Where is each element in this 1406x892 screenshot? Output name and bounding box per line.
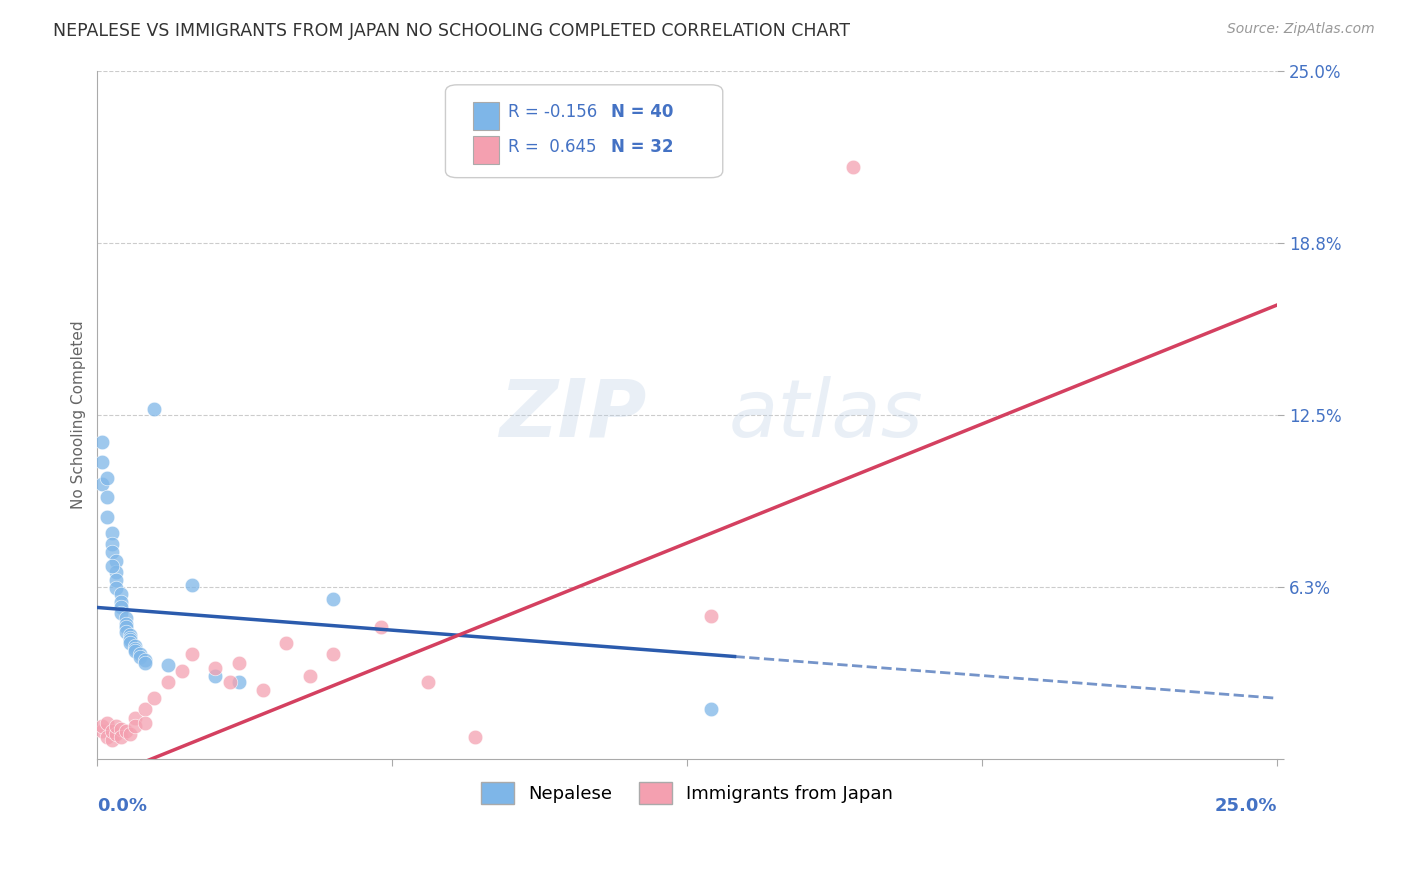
Point xyxy=(91,435,114,450)
Point xyxy=(110,587,132,601)
Y-axis label: No Schooling Completed: No Schooling Completed xyxy=(72,320,86,509)
Point xyxy=(114,620,136,634)
Point xyxy=(252,683,274,698)
Point xyxy=(100,537,122,551)
Point xyxy=(114,617,136,632)
Point xyxy=(124,710,146,724)
Point xyxy=(91,455,114,469)
Point xyxy=(110,606,132,620)
Text: N = 32: N = 32 xyxy=(610,137,673,156)
Text: R = -0.156: R = -0.156 xyxy=(508,103,598,121)
Text: NEPALESE VS IMMIGRANTS FROM JAPAN NO SCHOOLING COMPLETED CORRELATION CHART: NEPALESE VS IMMIGRANTS FROM JAPAN NO SCH… xyxy=(53,22,851,40)
Point xyxy=(110,730,132,744)
Point xyxy=(105,581,128,595)
Point xyxy=(128,650,150,665)
Point xyxy=(228,674,250,689)
Point xyxy=(298,669,321,683)
Point xyxy=(143,691,166,706)
Point xyxy=(110,722,132,736)
Point xyxy=(134,653,156,667)
Point xyxy=(841,161,863,175)
Point xyxy=(157,674,180,689)
Point xyxy=(180,578,202,592)
Point xyxy=(105,727,128,741)
Point xyxy=(700,702,723,716)
Point xyxy=(91,476,114,491)
Point xyxy=(100,559,122,574)
Point xyxy=(204,669,226,683)
Point xyxy=(96,730,118,744)
Point xyxy=(700,608,723,623)
Point xyxy=(120,727,142,741)
Point xyxy=(464,730,486,744)
Point xyxy=(322,592,344,607)
FancyBboxPatch shape xyxy=(446,85,723,178)
Point xyxy=(114,625,136,640)
Point xyxy=(114,724,136,739)
Text: R =  0.645: R = 0.645 xyxy=(508,137,596,156)
Point xyxy=(128,647,150,661)
Point xyxy=(416,674,439,689)
Point xyxy=(124,719,146,733)
Point xyxy=(124,641,146,656)
Point xyxy=(91,719,114,733)
Point xyxy=(218,674,240,689)
Point xyxy=(134,716,156,731)
Point xyxy=(114,611,136,625)
Point xyxy=(120,636,142,650)
Point xyxy=(370,620,392,634)
Point xyxy=(105,573,128,587)
Point xyxy=(120,633,142,648)
Point xyxy=(228,656,250,670)
Point xyxy=(96,509,118,524)
Point xyxy=(276,636,298,650)
Point xyxy=(143,402,166,417)
Point xyxy=(120,631,142,645)
Point xyxy=(96,491,118,505)
Point xyxy=(120,628,142,642)
Point xyxy=(157,658,180,673)
Text: 0.0%: 0.0% xyxy=(97,797,148,814)
Point xyxy=(100,526,122,541)
Point xyxy=(100,724,122,739)
Text: ZIP: ZIP xyxy=(499,376,645,454)
Point xyxy=(105,565,128,579)
Point xyxy=(134,702,156,716)
Legend: Nepalese, Immigrants from Japan: Nepalese, Immigrants from Japan xyxy=(474,775,900,812)
Point xyxy=(172,664,194,678)
Point xyxy=(105,719,128,733)
Point xyxy=(91,724,114,739)
FancyBboxPatch shape xyxy=(472,102,499,129)
Point xyxy=(105,554,128,568)
Point xyxy=(110,600,132,615)
Text: Source: ZipAtlas.com: Source: ZipAtlas.com xyxy=(1227,22,1375,37)
Point xyxy=(124,639,146,653)
Text: atlas: atlas xyxy=(728,376,924,454)
Point xyxy=(100,732,122,747)
Text: 25.0%: 25.0% xyxy=(1215,797,1278,814)
Point xyxy=(322,647,344,661)
Point xyxy=(96,471,118,485)
Text: N = 40: N = 40 xyxy=(610,103,673,121)
Point xyxy=(124,644,146,658)
Point xyxy=(204,661,226,675)
FancyBboxPatch shape xyxy=(472,136,499,164)
Point xyxy=(180,647,202,661)
Point xyxy=(110,595,132,609)
Point xyxy=(96,716,118,731)
Point xyxy=(100,545,122,559)
Point xyxy=(134,656,156,670)
